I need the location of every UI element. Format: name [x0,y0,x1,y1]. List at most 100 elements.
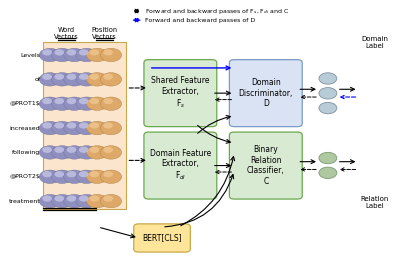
Circle shape [39,194,61,208]
Circle shape [103,98,113,104]
Circle shape [89,171,99,177]
FancyBboxPatch shape [229,132,302,199]
Circle shape [79,147,89,153]
Circle shape [39,97,61,110]
Circle shape [79,171,89,177]
Circle shape [319,167,337,179]
Circle shape [79,196,89,202]
Text: of: of [34,77,40,82]
Circle shape [76,97,97,110]
Circle shape [319,102,337,114]
Circle shape [64,146,85,159]
Circle shape [76,194,97,208]
FancyBboxPatch shape [43,42,126,209]
Text: Forward and backward passes of D: Forward and backward passes of D [145,18,255,23]
Text: Shared Feature
Extractor,
F$_s$: Shared Feature Extractor, F$_s$ [151,76,210,110]
Text: Domain
Label: Domain Label [361,36,388,49]
Text: @PROT1$: @PROT1$ [9,101,40,106]
Circle shape [89,49,99,56]
Text: @PROT2$: @PROT2$ [9,174,40,179]
Circle shape [42,74,52,80]
FancyBboxPatch shape [134,224,190,252]
Circle shape [103,171,113,177]
Circle shape [79,98,89,104]
Circle shape [42,196,52,202]
Circle shape [79,74,89,80]
Circle shape [64,73,85,86]
Text: Word
Vectors: Word Vectors [54,27,79,40]
Circle shape [52,97,73,110]
Circle shape [89,196,99,202]
Circle shape [52,48,73,62]
Circle shape [64,121,85,135]
Circle shape [39,146,61,159]
Circle shape [52,146,73,159]
Circle shape [101,121,122,135]
Circle shape [87,97,108,110]
Circle shape [103,122,113,129]
Circle shape [67,98,76,104]
Text: Binary
Relation
Classifier,
C: Binary Relation Classifier, C [247,145,285,186]
Circle shape [54,49,64,56]
Circle shape [42,147,52,153]
Circle shape [54,122,64,129]
Circle shape [101,97,122,110]
Circle shape [42,98,52,104]
Circle shape [76,146,97,159]
Circle shape [319,73,337,84]
Circle shape [101,48,122,62]
Circle shape [87,121,108,135]
Text: Forward and backward passes of F$_s$, F$_{di}$ and C: Forward and backward passes of F$_s$, F$… [145,6,289,16]
Circle shape [89,98,99,104]
Text: Levels: Levels [20,53,40,57]
Circle shape [67,196,76,202]
Circle shape [79,122,89,129]
Text: BERT[CLS]: BERT[CLS] [142,233,182,243]
Circle shape [89,122,99,129]
Circle shape [76,48,97,62]
Circle shape [64,97,85,110]
Circle shape [87,194,108,208]
Circle shape [76,73,97,86]
FancyBboxPatch shape [229,60,302,127]
Text: Domain Feature
Extractor,
F$_{di}$: Domain Feature Extractor, F$_{di}$ [150,149,211,183]
Circle shape [87,73,108,86]
Circle shape [52,170,73,184]
Circle shape [87,170,108,184]
Circle shape [64,170,85,184]
Circle shape [39,170,61,184]
Circle shape [67,74,76,80]
Circle shape [319,88,337,99]
Circle shape [101,170,122,184]
Circle shape [67,147,76,153]
Circle shape [89,147,99,153]
Circle shape [54,98,64,104]
Circle shape [54,147,64,153]
Circle shape [39,121,61,135]
Circle shape [42,122,52,129]
Circle shape [101,73,122,86]
Circle shape [79,49,89,56]
Circle shape [101,194,122,208]
Circle shape [87,146,108,159]
Circle shape [64,194,85,208]
Text: following: following [12,150,40,155]
Circle shape [319,152,337,164]
Circle shape [64,48,85,62]
Circle shape [67,49,76,56]
Text: Domain
Discriminator,
D: Domain Discriminator, D [239,78,293,108]
Circle shape [103,74,113,80]
Circle shape [54,171,64,177]
Circle shape [101,146,122,159]
Circle shape [76,170,97,184]
FancyBboxPatch shape [144,132,217,199]
Text: increased: increased [9,126,40,131]
FancyBboxPatch shape [144,60,217,127]
Circle shape [39,48,61,62]
Circle shape [76,121,97,135]
Circle shape [87,48,108,62]
Text: treatment: treatment [8,199,40,204]
Circle shape [103,147,113,153]
Circle shape [103,196,113,202]
Circle shape [52,73,73,86]
